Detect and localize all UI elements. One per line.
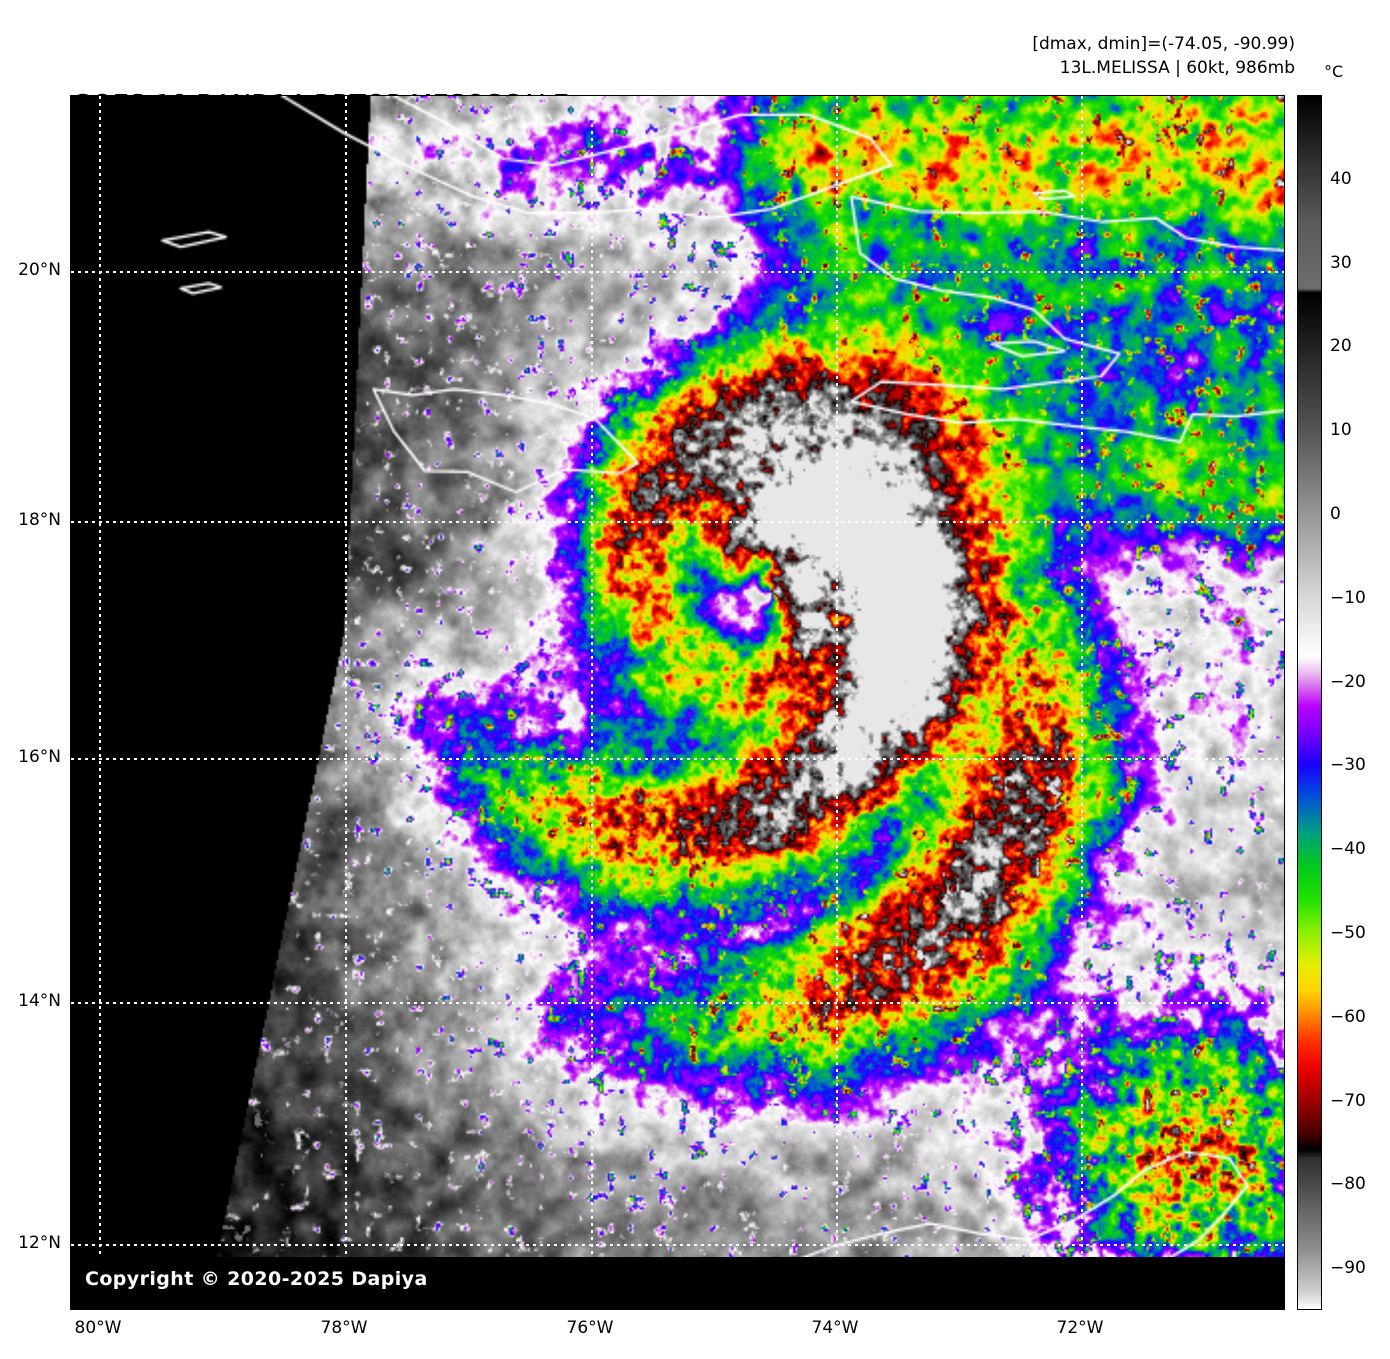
colorbar-tick-label: −10 <box>1330 587 1366 608</box>
colorbar-tick-label: 20 <box>1330 336 1352 357</box>
x-axis-tick-label: 74°W <box>811 1318 859 1338</box>
colorbar-tick-labels: 40 30 20 10 0 −10 −20 −30 −40 −50 −60 −70 −80 −90 <box>1330 95 1390 1310</box>
colorbar-tick-label: −60 <box>1330 1006 1366 1027</box>
data-range-text: [dmax, dmin]=(-74.05, -90.99) <box>1032 34 1295 54</box>
colorbar-tick-label: −80 <box>1330 1174 1366 1195</box>
colorbar-tick-label: 10 <box>1330 420 1352 441</box>
x-axis-tick-label: 78°W <box>320 1318 368 1338</box>
colorbar-tick-label: −50 <box>1330 922 1366 943</box>
x-axis-tick-label: 76°W <box>566 1318 614 1338</box>
satellite-imagery-canvas <box>71 96 1284 1309</box>
x-axis-tick-label: 80°W <box>74 1318 122 1338</box>
colorbar-tick-label: 30 <box>1330 252 1352 273</box>
colorbar-tick-label: −20 <box>1330 671 1366 692</box>
temperature-colorbar <box>1297 95 1322 1310</box>
header-metadata: [dmax, dmin]=(-74.05, -90.99) 13L.MELISS… <box>1032 32 1295 80</box>
satellite-image-plot: Copyright © 2020-2025 Dapiya <box>70 95 1285 1310</box>
y-axis-tick-label: 14°N <box>18 991 61 1011</box>
y-axis-tick-label: 16°N <box>18 747 61 767</box>
colorbar-tick-label: −30 <box>1330 755 1366 776</box>
colorbar-tick-label: 40 <box>1330 168 1352 189</box>
y-axis-tick-label: 20°N <box>18 260 61 280</box>
colorbar-tick-label: −70 <box>1330 1090 1366 1111</box>
storm-info-text: 13L.MELISSA | 60kt, 986mb <box>1059 58 1295 78</box>
colorbar-gradient <box>1298 96 1321 1309</box>
x-axis-tick-label: 72°W <box>1056 1318 1104 1338</box>
y-axis-tick-label: 18°N <box>18 510 61 530</box>
copyright-strip: Copyright © 2020-2025 Dapiya <box>71 1257 1284 1309</box>
copyright-text: Copyright © 2020-2025 Dapiya <box>85 1268 428 1290</box>
colorbar-tick-label: −90 <box>1330 1258 1366 1279</box>
colorbar-tick-label: 0 <box>1330 503 1341 524</box>
colorbar-unit-label: °C <box>1324 62 1344 81</box>
y-axis-tick-label: 12°N <box>18 1233 61 1253</box>
colorbar-tick-label: −40 <box>1330 839 1366 860</box>
